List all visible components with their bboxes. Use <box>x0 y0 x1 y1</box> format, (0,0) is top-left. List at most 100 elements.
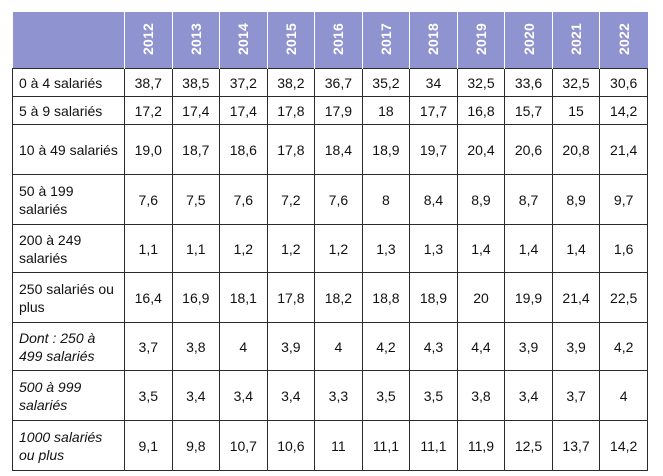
table-cell: 4,2 <box>599 322 648 371</box>
data-table: 2012 2013 2014 2015 2016 2017 2018 2019 … <box>12 12 648 471</box>
row-label: 200 à 249 salariés <box>12 224 125 273</box>
year-label: 2017 <box>377 22 394 55</box>
table-row: 0 à 4 salariés 38,7 38,5 37,2 38,2 36,7 35,2 34… <box>12 68 648 97</box>
table-cell: 16,4 <box>124 272 173 323</box>
row-label: 0 à 4 salariés <box>12 68 125 97</box>
row-label: 10 à 49 salariés <box>12 124 125 175</box>
year-label: 2013 <box>187 22 204 55</box>
table-cell: 11,1 <box>361 420 411 471</box>
table-cell: 4 <box>219 322 268 371</box>
table-cell: 7,6 <box>219 174 268 225</box>
table-cell: 18,8 <box>361 272 411 323</box>
table-cell: 20,8 <box>551 124 601 175</box>
table-cell: 9,7 <box>599 174 648 225</box>
table-cell: 16,8 <box>456 96 506 125</box>
table-cell: 3,7 <box>551 370 601 421</box>
table-cell: 18,6 <box>219 124 268 175</box>
table-cell: 1,4 <box>456 224 506 273</box>
table-cell: 7,2 <box>266 174 316 225</box>
table-cell: 4,4 <box>456 322 506 371</box>
table-body: 0 à 4 salariés 38,7 38,5 37,2 38,2 36,7 35,2 34… <box>12 68 648 471</box>
table-cell: 3,4 <box>266 370 316 421</box>
table-cell: 32,5 <box>551 68 601 97</box>
table-cell: 18,2 <box>314 272 363 323</box>
table-cell: 20 <box>456 272 506 323</box>
table-cell: 35,2 <box>361 68 411 97</box>
table-cell: 14,2 <box>599 420 648 471</box>
table-cell: 14,2 <box>599 96 648 125</box>
table-cell: 11 <box>314 420 363 471</box>
table-row: 200 à 249 salariés 1,1 1,1 1,2 1,2 1,2 1,3 1,3 1… <box>12 224 648 273</box>
table-cell: 15 <box>551 96 601 125</box>
table-cell: 1,2 <box>314 224 363 273</box>
table-cell: 9,8 <box>171 420 221 471</box>
table-cell: 1,4 <box>551 224 601 273</box>
table-row: Dont : 250 à 499 salariés 3,7 3,8 4 3,9 4 4,2 4… <box>12 322 648 371</box>
year-header: 2017 <box>361 12 410 69</box>
table-cell: 15,7 <box>504 96 553 125</box>
table-row: 500 à 999 salariés 3,5 3,4 3,4 3,4 3,3 3,5 3,5 3… <box>12 370 648 421</box>
table-cell: 1,4 <box>504 224 553 273</box>
table-cell: 7,6 <box>124 174 173 225</box>
table-cell: 3,5 <box>409 370 458 421</box>
table-cell: 3,4 <box>171 370 221 421</box>
year-label: 2016 <box>330 22 347 55</box>
row-label: 500 à 999 salariés <box>12 370 125 421</box>
table-cell: 18,4 <box>314 124 363 175</box>
year-header: 2020 <box>504 12 553 69</box>
table-cell: 3,5 <box>124 370 173 421</box>
year-header: 2021 <box>551 12 600 69</box>
table-cell: 34 <box>409 68 458 97</box>
year-label: 2019 <box>472 22 489 55</box>
table-cell: 11,1 <box>409 420 458 471</box>
table-cell: 21,4 <box>599 124 648 175</box>
table-cell: 4,2 <box>361 322 411 371</box>
table-cell: 3,3 <box>314 370 363 421</box>
year-header: 2016 <box>314 12 363 69</box>
row-label: 5 à 9 salariés <box>12 96 125 125</box>
year-header: 2012 <box>124 12 173 69</box>
table-cell: 19,9 <box>504 272 553 323</box>
table-cell: 11,9 <box>456 420 506 471</box>
table-cell: 3,8 <box>171 322 221 371</box>
table-cell: 13,7 <box>551 420 601 471</box>
year-header: 2014 <box>219 12 268 69</box>
year-header: 2018 <box>409 12 458 69</box>
table-cell: 1,2 <box>266 224 316 273</box>
table-cell: 17,4 <box>171 96 221 125</box>
table-cell: 1,1 <box>171 224 221 273</box>
table-cell: 16,9 <box>171 272 221 323</box>
table-cell: 17,8 <box>266 96 316 125</box>
table-cell: 4 <box>314 322 363 371</box>
table-cell: 20,4 <box>456 124 506 175</box>
table-cell: 8,7 <box>504 174 553 225</box>
table-cell: 17,8 <box>266 124 316 175</box>
year-label: 2018 <box>425 22 442 55</box>
table-cell: 17,4 <box>219 96 268 125</box>
table-cell: 33,6 <box>504 68 553 97</box>
table-cell: 22,5 <box>599 272 648 323</box>
table-cell: 18,9 <box>361 124 411 175</box>
table-row: 1000 salariés ou plus 9,1 9,8 10,7 10,6 11 11,… <box>12 420 648 471</box>
year-header: 2015 <box>266 12 315 69</box>
table-cell: 18,7 <box>171 124 221 175</box>
table-row: 10 à 49 salariés 19,0 18,7 18,6 17,8 18,4 18,9… <box>12 124 648 175</box>
year-header: 2013 <box>171 12 220 69</box>
table-cell: 10,7 <box>219 420 268 471</box>
table-cell: 30,6 <box>599 68 648 97</box>
table-cell: 4 <box>599 370 648 421</box>
table-cell: 37,2 <box>219 68 268 97</box>
year-label: 2012 <box>140 22 157 55</box>
table-cell: 3,5 <box>361 370 411 421</box>
table-cell: 17,9 <box>314 96 363 125</box>
year-header: 2019 <box>456 12 505 69</box>
table-cell: 3,9 <box>266 322 316 371</box>
table-cell: 18,1 <box>219 272 268 323</box>
table-cell: 4,3 <box>409 322 458 371</box>
header-corner <box>12 12 125 69</box>
table-cell: 38,5 <box>171 68 221 97</box>
table-cell: 19,7 <box>409 124 458 175</box>
table-cell: 18 <box>361 96 411 125</box>
year-label: 2021 <box>568 22 585 55</box>
table-cell: 3,4 <box>219 370 268 421</box>
